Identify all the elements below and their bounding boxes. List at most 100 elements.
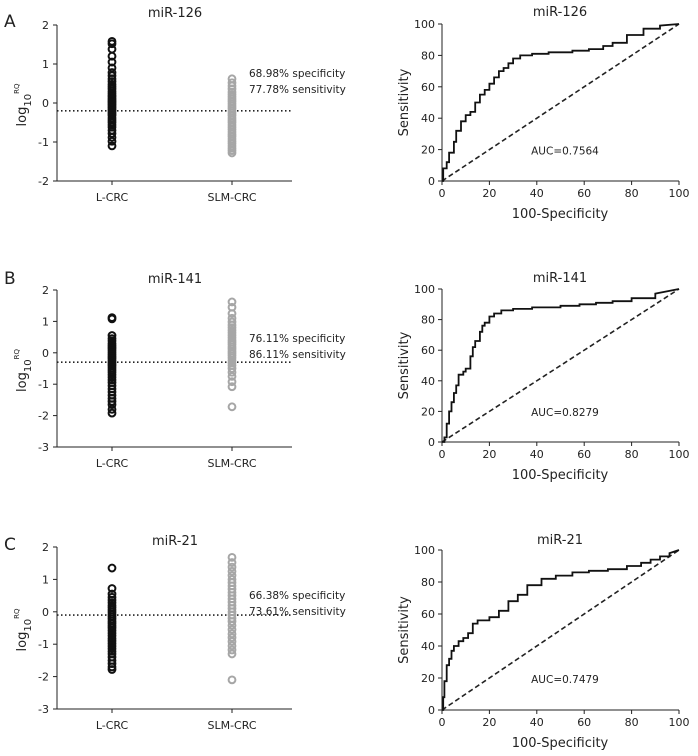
slm-crc-point [227,625,237,635]
scatter-y-tick-label: 2 [42,19,49,32]
ylabel-subscript: 10 [23,619,34,632]
roc-x-tick-label: 20 [482,716,496,729]
roc-x-tick-label: 100 [669,716,690,729]
roc-y-tick-label: 60 [421,81,435,94]
auc-label: AUC=0.8279 [531,407,599,419]
roc-y-tick-label: 100 [414,18,435,31]
roc-y-tick-label: 0 [428,175,435,188]
ylabel-superscript: RQ [13,83,21,94]
roc-y-axis-label: Sensitivity [397,68,412,136]
roc-y-tick-label: 40 [421,375,435,388]
scatter-y-tick-label: -3 [38,703,49,716]
roc-x-tick-label: 20 [482,448,496,461]
panel-label: A [4,12,16,32]
l-crc-point [107,408,117,418]
specificity-annotation: 68.98% specificity [249,68,345,80]
roc-x-tick-label: 60 [577,448,591,461]
roc-curve [442,23,680,182]
roc-y-tick-label: 60 [421,344,435,357]
roc-y-tick-label: 0 [428,704,435,717]
slm-crc-point [227,371,237,381]
scatter-category-label: SLM-CRC [207,457,256,470]
roc-x-tick-label: 100 [669,187,690,200]
l-crc-point [107,404,117,414]
roc-y-tick-label: 80 [421,49,435,62]
roc-title: miR-141 [533,271,587,286]
scatter-y-axis-label: log10RQ [13,83,34,126]
roc-y-tick-label: 0 [428,436,435,449]
l-crc-point [107,584,117,593]
slm-crc-point [227,617,237,626]
scatter-y-tick-label: 1 [42,573,49,586]
scatter-y-tick-label: 0 [42,97,49,110]
roc-x-tick-label: 100 [669,448,690,461]
l-crc-point [107,563,117,573]
sensitivity-annotation: 77.78% sensitivity [249,84,346,96]
roc-x-tick-label: 0 [439,448,446,461]
auc-label: AUC=0.7479 [531,674,599,686]
ylabel-subscript: 10 [23,359,34,372]
l-crc-point [107,136,117,146]
slm-crc-point [227,382,237,392]
scatter-y-tick-label: 1 [42,315,49,328]
specificity-annotation: 66.38% specificity [249,590,345,602]
roc-x-tick-label: 60 [577,716,591,729]
scatter-category-label: L-CRC [96,457,129,470]
scatter-y-axis-label: log10RQ [13,608,34,651]
scatter-category-label: L-CRC [96,719,129,732]
roc-x-tick-label: 40 [530,716,544,729]
roc-y-axis-label: Sensitivity [397,596,412,664]
roc-x-tick-label: 80 [625,716,639,729]
slm-crc-point [227,552,237,562]
roc-y-tick-label: 20 [421,672,435,685]
scatter-category-label: SLM-CRC [207,719,256,732]
panel-label: B [4,269,16,289]
roc-x-axis-label: 100-Specificity [512,736,609,751]
scatter-category-label: L-CRC [96,191,129,204]
roc-y-tick-label: 20 [421,405,435,418]
auc-label: AUC=0.7564 [531,145,599,157]
specificity-annotation: 76.11% specificity [249,333,345,345]
slm-crc-point [227,637,237,647]
roc-x-axis-label: 100-Specificity [512,207,609,222]
slm-crc-point [227,148,237,158]
slm-crc-point [227,621,237,630]
slm-crc-point [227,633,237,643]
roc-y-tick-label: 40 [421,112,435,125]
ylabel-superscript: RQ [13,349,21,360]
scatter-y-tick-label: 0 [42,347,49,360]
panel-label: C [4,535,16,555]
roc-y-tick-label: 100 [414,544,435,557]
slm-crc-point [227,309,237,318]
ylabel-log: log [15,632,30,652]
scatter-y-tick-label: -1 [38,136,49,149]
roc-y-tick-label: 60 [421,608,435,621]
roc-curve [442,288,680,443]
roc-x-tick-label: 40 [530,448,544,461]
reference-diagonal [441,549,680,711]
scatter-y-axis-label: log10RQ [13,349,34,392]
slm-crc-point [227,558,237,567]
scatter-title: miR-126 [148,6,202,21]
scatter-y-tick-label: -3 [38,441,49,454]
l-crc-point [107,141,117,151]
roc-y-tick-label: 80 [421,576,435,589]
slm-crc-point [227,649,237,659]
roc-title: miR-126 [533,5,587,20]
reference-diagonal [441,288,680,443]
reference-diagonal [441,23,680,182]
slm-crc-point [227,641,237,651]
scatter-y-tick-label: -2 [38,410,49,423]
scatter-y-tick-label: 0 [42,606,49,619]
roc-x-axis-label: 100-Specificity [512,468,609,483]
slm-crc-point [227,402,237,412]
ylabel-log: log [15,107,30,127]
roc-x-tick-label: 0 [439,187,446,200]
slm-crc-point [227,377,237,387]
scatter-y-tick-label: 2 [42,541,49,554]
l-crc-point [107,331,117,340]
slm-crc-point [227,367,237,377]
sensitivity-annotation: 86.11% sensitivity [249,349,346,361]
